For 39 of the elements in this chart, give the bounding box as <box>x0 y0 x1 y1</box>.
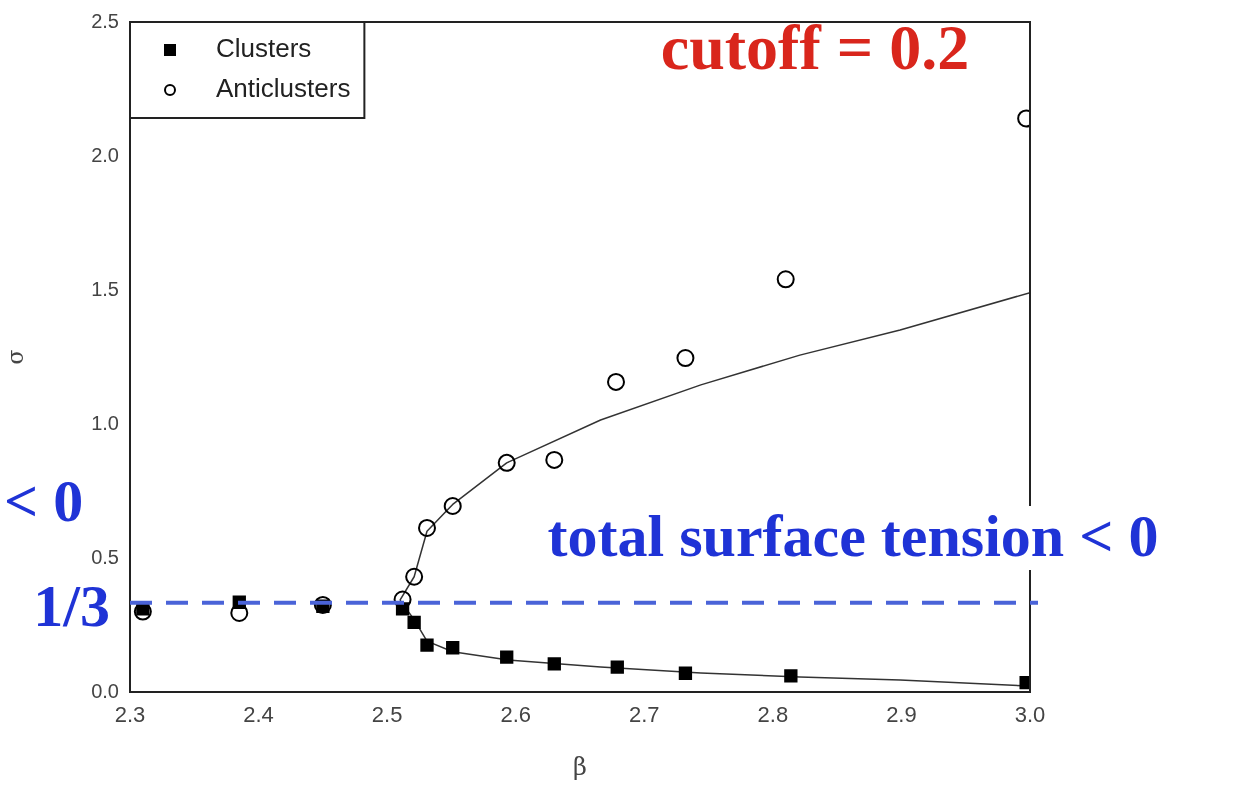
point <box>313 595 332 614</box>
y-tick-label: 0.0 <box>91 679 119 702</box>
y-tick-label: 0.5 <box>91 545 119 568</box>
point <box>446 641 460 655</box>
point <box>678 666 693 680</box>
x-tick-label: 2.9 <box>886 702 917 728</box>
x-tick-label: 2.6 <box>500 702 532 728</box>
y-tick-label: 1.0 <box>91 411 119 434</box>
y-axis-title: σ <box>2 349 28 365</box>
point <box>497 453 516 472</box>
x-tick-label: 2.8 <box>757 702 789 728</box>
point <box>610 660 624 674</box>
point <box>784 669 798 683</box>
legend-label: Clusters <box>216 33 312 64</box>
point <box>547 657 561 671</box>
y-tick-label: 2.0 <box>91 143 119 166</box>
x-tick-label: 2.4 <box>243 702 274 728</box>
text: 1/3 <box>33 572 110 639</box>
point <box>545 450 564 469</box>
y-tick-label: 2.5 <box>91 9 119 32</box>
text: < 0 <box>4 467 84 534</box>
y-tick-label: 1.5 <box>91 277 119 300</box>
point <box>443 497 462 516</box>
point <box>407 615 421 629</box>
point <box>676 349 695 368</box>
annotation: cutoff = 0.2 <box>660 11 970 83</box>
x-tick-label: 2.3 <box>114 702 146 728</box>
x-tick-label: 2.5 <box>371 702 403 728</box>
point <box>418 518 436 537</box>
legend-label: Anticlusters <box>216 73 351 104</box>
point <box>420 638 434 652</box>
point <box>607 372 625 391</box>
annotation: total surface tension < 0 <box>547 502 1159 569</box>
point <box>500 650 514 664</box>
x-tick-label: 3.0 <box>1014 702 1046 728</box>
point <box>776 270 795 289</box>
x-axis-title: β <box>573 752 587 781</box>
point <box>405 567 424 586</box>
x-tick-label: 2.7 <box>628 702 660 728</box>
